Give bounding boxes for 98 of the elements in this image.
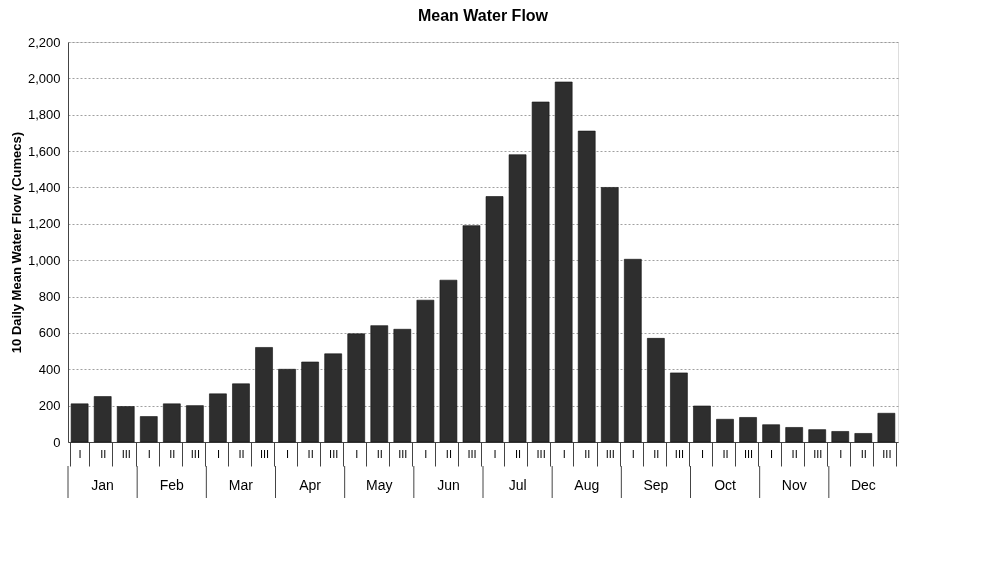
bar: [278, 368, 296, 443]
bar: [324, 353, 342, 443]
y-tick-label: 2,200: [27, 34, 61, 50]
y-tick-label: 0: [53, 434, 61, 450]
x-tick-label: II: [653, 447, 660, 460]
x-tick-label: II: [238, 447, 245, 460]
text: Mar: [228, 477, 254, 493]
x-tick-label: III: [743, 447, 754, 460]
x-tick-label: I: [700, 447, 704, 460]
bar: [93, 396, 112, 443]
bar: [347, 333, 366, 443]
bar: [485, 196, 504, 443]
bar: [209, 393, 227, 443]
y-tick-label: 1,200: [27, 216, 61, 232]
bar: [577, 130, 596, 443]
x-tick-label: III: [259, 447, 270, 460]
bar: [508, 154, 527, 443]
bar: [831, 431, 850, 443]
bar: [370, 325, 389, 443]
text: Sep: [643, 477, 669, 493]
bar: [531, 101, 550, 443]
y-tick-label: 800: [38, 289, 61, 305]
x-tick-label: II: [584, 447, 591, 460]
bar: [739, 417, 757, 443]
bar: [670, 372, 688, 443]
y-tick-label: 2,000: [27, 70, 61, 86]
text: May: [366, 477, 393, 493]
bar: [116, 406, 135, 443]
x-tick-label: II: [722, 447, 729, 460]
bar: [600, 187, 619, 443]
x-tick-label: II: [860, 447, 867, 460]
text: Dec: [850, 477, 876, 493]
text: Oct: [714, 477, 737, 493]
bar: [393, 328, 412, 443]
bar: [647, 338, 665, 443]
bar: [854, 433, 873, 443]
text: Jun: [437, 477, 460, 493]
x-tick-label: III: [882, 447, 892, 460]
y-tick-label: 600: [38, 325, 61, 341]
x-tick-label: II: [100, 447, 107, 460]
x-tick-label: I: [562, 447, 566, 460]
bar: [439, 279, 458, 443]
y-tick-label: 1,800: [27, 107, 61, 123]
x-tick-label: II: [169, 447, 176, 460]
x-tick-label: I: [78, 447, 82, 460]
bar: [762, 424, 780, 443]
x-tick-label: I: [424, 447, 428, 460]
y-axis-title: 10 Daily Mean Water Flow (Cumecs): [8, 131, 24, 354]
x-tick-label: III: [813, 447, 823, 460]
x-tick-label: III: [536, 447, 546, 460]
x-tick-label: III: [190, 447, 200, 460]
text: Jan: [91, 477, 114, 493]
bar: [70, 403, 89, 443]
y-tick-label: 400: [38, 361, 61, 377]
x-tick-label: III: [674, 447, 684, 460]
bar: [716, 418, 734, 443]
x-tick-label: I: [147, 447, 151, 460]
y-tick-label: 200: [38, 398, 61, 414]
bar: [462, 225, 481, 443]
x-tick-label: II: [307, 447, 314, 460]
x-tick-label: I: [631, 447, 635, 460]
x-tick-label: II: [791, 447, 798, 460]
bar: [255, 347, 273, 443]
y-tick-label: 1,000: [27, 252, 61, 268]
bar: [416, 299, 435, 443]
x-tick-label: II: [376, 447, 383, 460]
bar: [186, 405, 204, 443]
x-tick-label: III: [398, 447, 408, 460]
text: Nov: [781, 477, 807, 493]
text: Aug: [574, 477, 600, 493]
x-tick-label: III: [467, 447, 477, 460]
text: Jul: [508, 477, 527, 493]
bar: [877, 412, 896, 443]
x-tick-label: I: [839, 447, 843, 460]
bar: [624, 258, 642, 443]
x-tick-label: I: [355, 447, 359, 460]
x-tick-label: II: [515, 447, 522, 460]
x-tick-label: I: [216, 447, 220, 460]
x-tick-label: III: [329, 447, 339, 460]
text: Apr: [299, 477, 322, 493]
bar: [808, 429, 827, 443]
bar: [139, 416, 158, 443]
x-tick-label: III: [121, 447, 131, 460]
bar: [163, 403, 181, 443]
y-tick-label: 1,400: [27, 179, 61, 195]
bar: [785, 427, 803, 443]
bar: [232, 383, 250, 443]
x-tick-label: I: [770, 447, 774, 460]
bar: [693, 405, 711, 443]
x-tick-label: I: [493, 447, 497, 460]
x-tick-label: III: [605, 447, 615, 460]
x-tick-label: II: [445, 447, 452, 460]
chart-title: Mean Water Flow: [417, 7, 549, 24]
y-tick-label: 1,600: [27, 143, 61, 159]
text: Feb: [159, 477, 185, 493]
x-tick-label: I: [286, 447, 290, 460]
bar: [301, 361, 319, 443]
bar: [554, 81, 573, 443]
